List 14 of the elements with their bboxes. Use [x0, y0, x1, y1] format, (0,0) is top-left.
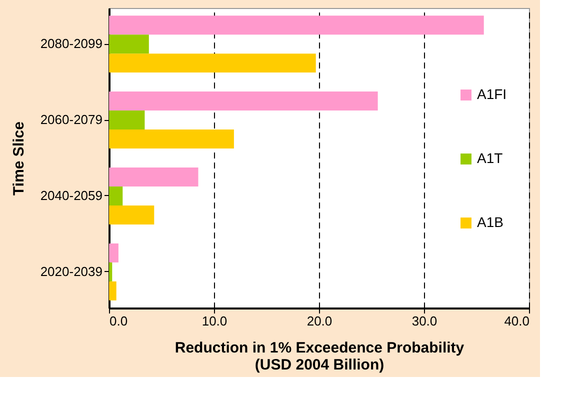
legend-label: A1B: [477, 214, 504, 230]
x-tick-label: 30.0: [412, 314, 438, 328]
y-tick-label: 2040-2059: [40, 188, 102, 203]
y-tick-label: 2080-2099: [40, 36, 102, 52]
x-tick-label: 20.0: [306, 314, 332, 328]
x-tick-label: 0.0: [110, 314, 128, 328]
y-tick-label: 2060-2079: [40, 112, 102, 128]
x-tick-label: 40.0: [504, 314, 530, 328]
y-tick-label: 2020-2039: [40, 264, 102, 279]
x-tick-label: 10.0: [202, 314, 228, 328]
x-axis-title: Reduction in 1% Exceedence Probability (USD 2004 Billion): [174, 340, 465, 374]
y-axis-title: Time Slice: [10, 122, 28, 196]
legend-label: A1T: [477, 150, 504, 166]
legend-label: A1FI: [477, 86, 507, 102]
